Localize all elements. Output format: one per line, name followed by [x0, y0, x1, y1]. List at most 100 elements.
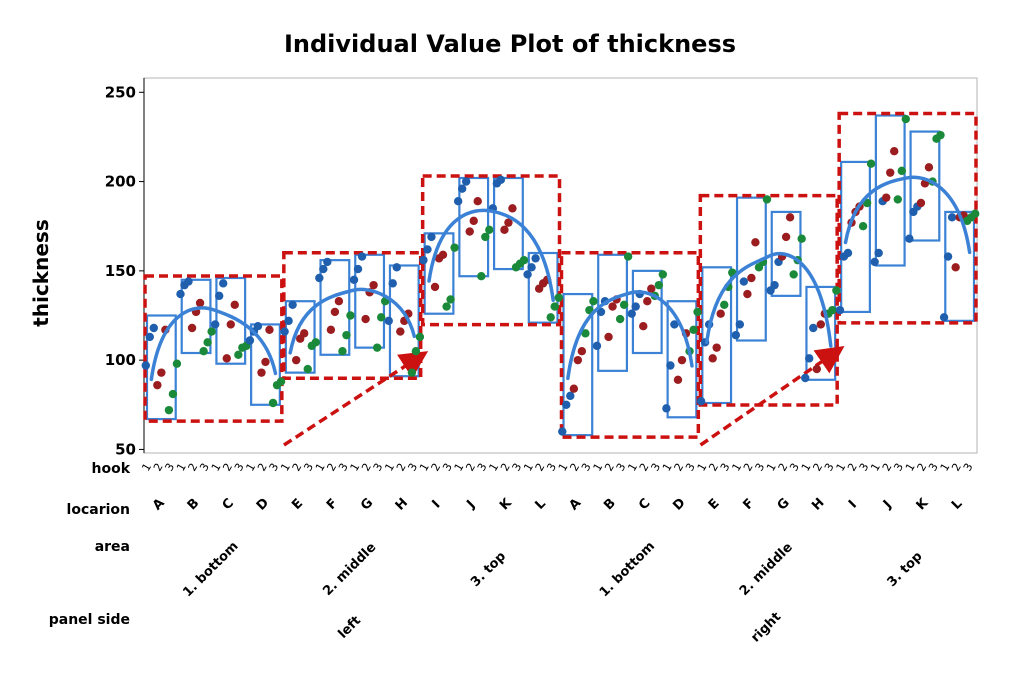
point-K-hook3 [519, 255, 529, 265]
point-I-hook1 [427, 232, 436, 242]
point-H-hook1 [805, 354, 814, 363]
location-label: I [846, 498, 860, 512]
location-label: H [809, 495, 827, 513]
point-K-hook1 [496, 175, 506, 184]
y-axis-label: thickness [29, 219, 53, 326]
point-B-hook1 [184, 277, 193, 286]
point-A-hook1 [566, 391, 575, 401]
location-label: A [150, 496, 168, 514]
point-C-hook1 [631, 302, 640, 311]
point-J-hook2 [890, 147, 899, 156]
point-H-hook1 [388, 279, 397, 288]
point-E-hook1 [288, 300, 297, 309]
range-box-I [840, 160, 871, 314]
area-box-4 [559, 251, 701, 439]
point-H-hook3 [828, 305, 837, 315]
hook-ticks-C: 123 [625, 461, 663, 474]
point-B-hook2 [195, 298, 205, 308]
hook-ticks-E: 123 [278, 461, 316, 474]
point-A-hook1 [562, 400, 571, 409]
mean-curve-2 [288, 287, 417, 355]
point-H-hook3 [407, 368, 417, 377]
location-label: E [706, 496, 723, 513]
hook-ticks-G: 123 [764, 461, 802, 474]
point-A-hook2 [569, 384, 579, 393]
area-dashed-boxes [143, 111, 978, 439]
location-label: B [601, 496, 619, 514]
point-B-hook2 [608, 302, 617, 311]
hook-ticks-H: 123 [799, 461, 837, 474]
point-J-hook2 [469, 216, 478, 226]
hook-ticks-L: 123 [938, 461, 976, 474]
range-box-A [562, 292, 594, 437]
hook-ticks-D: 123 [660, 461, 698, 474]
location-label: C [636, 496, 653, 513]
location-label: G [775, 495, 793, 513]
point-A-hook3 [581, 329, 590, 338]
point-L-hook1 [939, 313, 949, 322]
area-box-1 [143, 274, 284, 423]
y-tick-label: 200 [105, 173, 136, 191]
point-H-hook2 [396, 327, 405, 336]
point-H-hook3 [832, 286, 841, 295]
point-G-hook3 [797, 234, 806, 243]
point-F-hook3 [342, 330, 351, 340]
point-C-hook1 [211, 320, 220, 329]
point-C-hook1 [215, 291, 224, 301]
point-C-hook1 [627, 309, 636, 318]
point-I-hook2 [430, 282, 440, 292]
point-K-hook2 [924, 163, 934, 172]
point-C-hook2 [643, 297, 652, 306]
point-D-hook1 [666, 361, 675, 370]
range-box-D [250, 323, 281, 406]
area-label: 3. top [468, 549, 509, 590]
point-B-hook3 [619, 300, 629, 309]
hook-ticks-I: 123 [417, 461, 455, 474]
hook-ticks-K: 123 [486, 461, 524, 474]
point-D-hook3 [276, 377, 286, 386]
range-box-J [458, 176, 490, 278]
point-J-hook2 [473, 197, 482, 206]
point-A-hook2 [153, 380, 162, 390]
point-F-hook2 [743, 289, 752, 299]
mean-curve-3 [427, 208, 555, 302]
point-E-hook2 [708, 354, 717, 363]
location-label: H [393, 495, 411, 513]
point-L-hook3 [550, 302, 559, 311]
point-D-hook1 [253, 322, 263, 331]
point-L-hook1 [943, 252, 953, 261]
point-K-hook2 [916, 198, 926, 208]
point-H-hook2 [812, 364, 822, 374]
point-B-hook3 [203, 338, 212, 347]
chart-title: Individual Value Plot of thickness [284, 30, 736, 58]
point-D-hook3 [693, 307, 702, 317]
point-B-hook2 [187, 323, 197, 333]
hook-ticks-D: 123 [243, 461, 281, 474]
point-C-hook2 [639, 322, 648, 331]
point-J-hook2 [882, 193, 891, 202]
point-H-hook1 [809, 323, 818, 333]
point-D-hook2 [261, 357, 270, 367]
point-I-hook1 [423, 245, 432, 254]
hook-ticks-K: 123 [903, 461, 941, 474]
point-J-hook2 [465, 227, 474, 236]
area-box-6 [837, 111, 978, 325]
point-G-hook3 [376, 313, 386, 322]
point-A-hook3 [168, 389, 178, 399]
area-label: 1. bottom [597, 539, 658, 600]
point-G-hook1 [349, 275, 359, 284]
range-box-F [319, 259, 351, 356]
area-label: 2. middle [737, 540, 796, 599]
point-F-hook1 [315, 273, 324, 283]
y-tick-label: 150 [105, 262, 136, 280]
hook-ticks-E: 123 [695, 461, 733, 474]
point-B-hook1 [596, 307, 606, 317]
mean-curves [149, 175, 972, 382]
point-I-hook1 [419, 255, 428, 265]
point-J-hook1 [870, 257, 879, 267]
data-points [141, 114, 980, 436]
hook-ticks-J: 123 [452, 461, 490, 474]
point-F-hook2 [751, 238, 760, 247]
point-J-hook3 [897, 166, 906, 176]
point-E-hook3 [303, 364, 312, 374]
